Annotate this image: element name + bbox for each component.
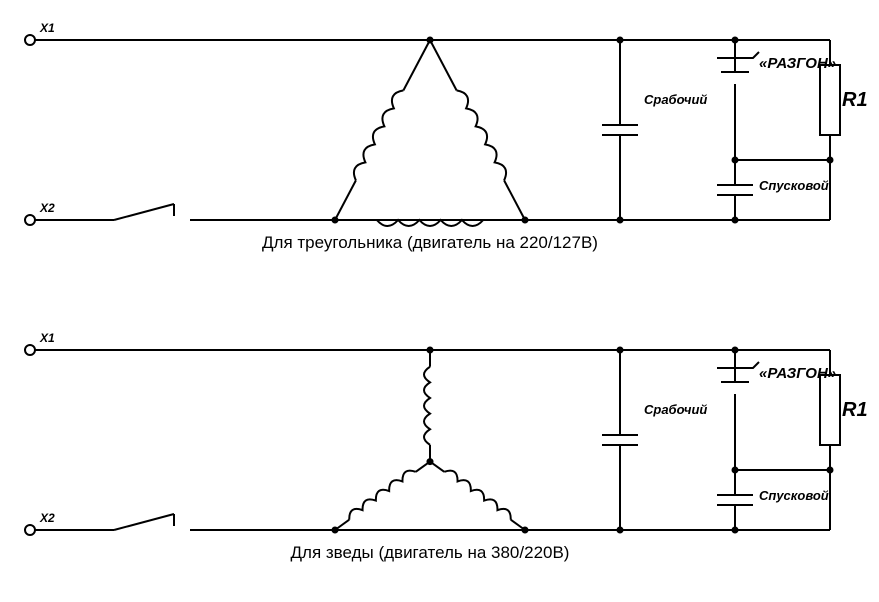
start-cap-label: Спусковой (759, 178, 829, 193)
terminal-x1-label: X1 (39, 21, 55, 35)
run-cap-label: Срабочий (644, 92, 707, 107)
caption: Для зведы (двигатель на 380/220В) (291, 543, 570, 562)
start-cap-label: Спусковой (759, 488, 829, 503)
caption: Для треугольника (двигатель на 220/127В) (262, 233, 598, 252)
resistor-label: R1 (842, 89, 868, 111)
button-label: «РАЗГОН» (759, 365, 836, 382)
resistor-label: R1 (842, 399, 868, 421)
terminal-x1-label: X1 (39, 331, 55, 345)
circuit-wye: X1 X2 Срабочий «РАЗГОН» Спусковой R1 Для зведы… (25, 331, 868, 562)
terminal-x2-label: X2 (39, 511, 55, 525)
run-cap-label: Срабочий (644, 402, 707, 417)
circuit-delta: X1 X2 Срабочий «РАЗГОН» Спусковой R1 Для треуг… (25, 21, 868, 252)
terminal-x2-label: X2 (39, 201, 55, 215)
button-label: «РАЗГОН» (759, 55, 836, 72)
